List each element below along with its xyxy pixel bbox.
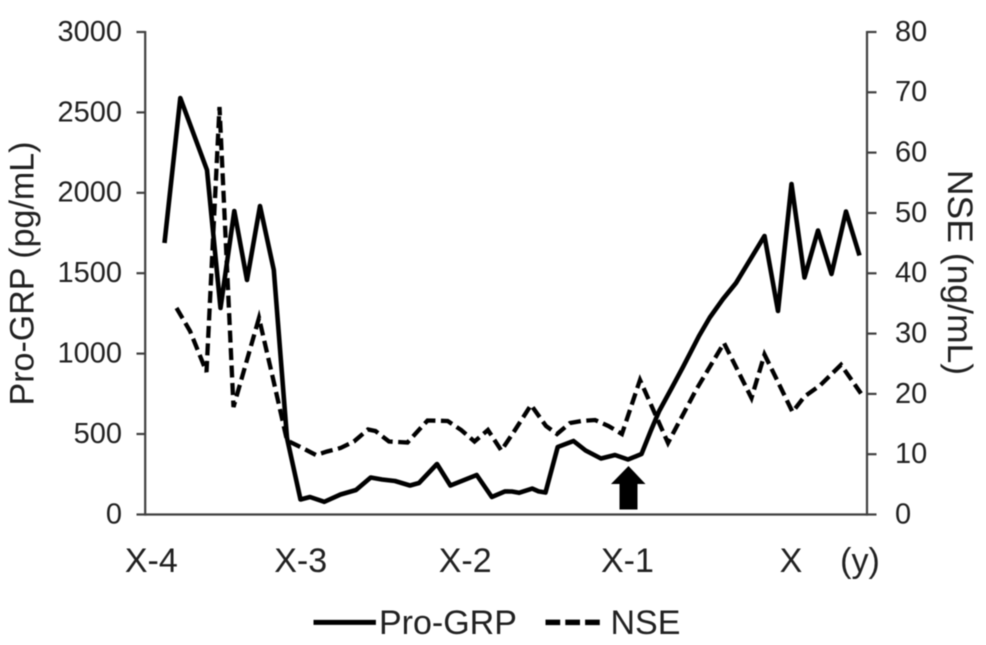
svg-text:80: 80 [895, 16, 927, 48]
svg-text:10: 10 [895, 438, 927, 470]
svg-text:X-1: X-1 [601, 542, 654, 580]
svg-text:2000: 2000 [57, 177, 122, 209]
svg-text:2500: 2500 [57, 96, 122, 128]
svg-text:30: 30 [895, 318, 927, 350]
svg-text:NSE (ng/mL): NSE (ng/mL) [940, 170, 980, 375]
svg-text:Pro-GRP (pg/mL): Pro-GRP (pg/mL) [4, 142, 42, 406]
svg-text:X-3: X-3 [274, 542, 327, 580]
svg-text:3000: 3000 [57, 16, 122, 48]
svg-text:Pro-GRP: Pro-GRP [379, 604, 517, 642]
svg-text:1500: 1500 [57, 257, 122, 289]
svg-text:40: 40 [895, 257, 927, 289]
svg-text:0: 0 [106, 498, 122, 530]
svg-text:X-2: X-2 [439, 542, 492, 580]
svg-text:500: 500 [74, 418, 122, 450]
svg-text:NSE: NSE [611, 604, 681, 642]
svg-text:0: 0 [895, 498, 911, 530]
svg-text:60: 60 [895, 137, 927, 169]
svg-text:X: X [780, 542, 803, 580]
svg-text:50: 50 [895, 197, 927, 229]
svg-text:70: 70 [895, 76, 927, 108]
svg-text:X-4: X-4 [125, 542, 178, 580]
svg-text:(y): (y) [840, 542, 880, 580]
svg-text:20: 20 [895, 378, 927, 410]
svg-text:1000: 1000 [57, 338, 122, 370]
